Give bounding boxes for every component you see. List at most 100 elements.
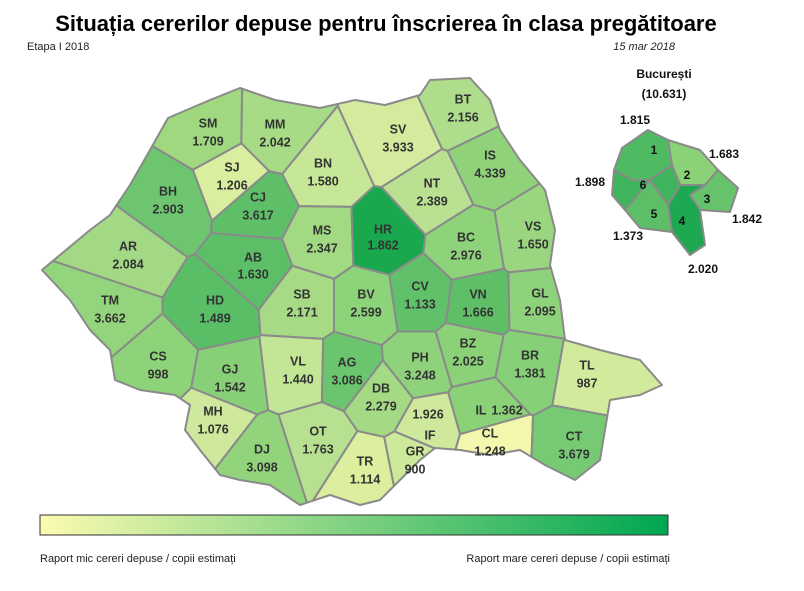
county-code: IL xyxy=(475,403,486,417)
county-code: HR xyxy=(374,222,392,236)
county-code: PH xyxy=(411,350,428,364)
county-value: 3.662 xyxy=(94,311,125,325)
title: Situația cererilor depuse pentru înscrie… xyxy=(55,11,716,36)
county-code: SJ xyxy=(224,160,239,174)
county-value: 3.933 xyxy=(382,140,413,154)
county-value: 1.381 xyxy=(514,366,545,380)
county-code: VL xyxy=(290,354,306,368)
county-value: 900 xyxy=(405,462,426,476)
county-value: 2.599 xyxy=(350,305,381,319)
county-value: 4.339 xyxy=(474,166,505,180)
county-value: 1.206 xyxy=(216,178,247,192)
county-value: 2.389 xyxy=(416,194,447,208)
county-code: TR xyxy=(357,454,374,468)
inset-total: (10.631) xyxy=(642,87,687,101)
county-value: 2.976 xyxy=(450,248,481,262)
county-code: GJ xyxy=(222,362,239,376)
county-value: 1.926 xyxy=(412,407,443,421)
county-code: VS xyxy=(525,219,542,233)
county-code: DB xyxy=(372,381,390,395)
county-code: GR xyxy=(406,444,425,458)
county-code: BN xyxy=(314,156,332,170)
county-code: SV xyxy=(390,122,407,136)
county-value: 1.076 xyxy=(197,422,228,436)
county-code: MM xyxy=(265,117,286,131)
county-area xyxy=(551,337,663,417)
county-area xyxy=(179,386,259,470)
county-code: NT xyxy=(424,176,441,190)
county-code: CJ xyxy=(250,190,266,204)
county-value: 1.489 xyxy=(199,311,230,325)
county-value: 1.862 xyxy=(367,238,398,252)
county-code: SM xyxy=(199,116,218,130)
county-code: OT xyxy=(309,424,327,438)
county-code: IF xyxy=(424,428,435,442)
county-area xyxy=(383,430,436,487)
county-value: 1.248 xyxy=(474,444,505,458)
county-value: 1.580 xyxy=(307,174,338,188)
county-code: BT xyxy=(455,92,472,106)
county-code: GL xyxy=(531,286,549,300)
county-code: DJ xyxy=(254,442,270,456)
legend-high: Raport mare cereri depuse / copii estima… xyxy=(466,553,670,565)
county-code: TM xyxy=(101,293,119,307)
county-value: 998 xyxy=(148,367,169,381)
county-value: 1.650 xyxy=(517,237,548,251)
county-code: CT xyxy=(566,429,583,443)
county-area xyxy=(454,413,535,458)
sector-value: 1.898 xyxy=(575,175,605,189)
county-code: MS xyxy=(313,223,332,237)
sector-area xyxy=(611,164,681,211)
sector-label: 5 xyxy=(651,207,658,221)
county-value: 1.440 xyxy=(282,372,313,386)
county-code: BZ xyxy=(460,336,477,350)
sector-value: 1.683 xyxy=(709,147,739,161)
county-code: SB xyxy=(293,287,310,301)
county-code: CL xyxy=(482,426,499,440)
sector-label: 4 xyxy=(679,214,686,228)
county-map: SM 1.709 MM 2.042 BT 2.156 SV 3.933 SJ 1.206 BN 1.5… xyxy=(41,77,663,506)
date: 15 mar 2018 xyxy=(613,41,676,53)
county-value: 3.617 xyxy=(242,208,273,222)
bucharest-inset: București (10.631) 1 1.815 2 1.683 3 1.842 4 2.… xyxy=(575,67,762,276)
county-area xyxy=(530,404,609,481)
county-value: 1.362 xyxy=(491,403,522,417)
county-code: HD xyxy=(206,293,224,307)
county-value: 1.709 xyxy=(192,134,223,148)
county-value: 1.763 xyxy=(302,442,333,456)
county-code: BV xyxy=(357,287,375,301)
county-code: VN xyxy=(469,287,486,301)
county-value: 2.279 xyxy=(365,399,396,413)
county-code: MH xyxy=(203,404,222,418)
sector-value: 1.815 xyxy=(620,113,650,127)
county-code: IS xyxy=(484,148,496,162)
county-code: AR xyxy=(119,239,137,253)
county-value: 1.542 xyxy=(214,380,245,394)
county-value: 3.679 xyxy=(558,447,589,461)
county-code: CS xyxy=(149,349,166,363)
sector-value: 1.373 xyxy=(613,229,643,243)
county-code: AG xyxy=(338,355,357,369)
sector-label: 2 xyxy=(684,168,691,182)
legend-low: Raport mic cereri depuse / copii estimaț… xyxy=(40,553,236,565)
county-value: 2.095 xyxy=(524,304,555,318)
sector-value: 2.020 xyxy=(688,262,718,276)
sector-label: 6 xyxy=(640,178,647,192)
county-code: CV xyxy=(411,279,429,293)
legend-bar xyxy=(39,514,669,536)
county-value: 2.171 xyxy=(286,305,317,319)
sector-label: 1 xyxy=(651,143,658,157)
county-value: 2.084 xyxy=(112,257,143,271)
sector-value: 1.842 xyxy=(732,212,762,226)
county-value: 2.156 xyxy=(447,110,478,124)
county-value: 1.630 xyxy=(237,267,268,281)
county-value: 2.347 xyxy=(306,241,337,255)
county-value: 3.098 xyxy=(246,460,277,474)
stage: Etapa I 2018 xyxy=(27,41,89,53)
county-value: 1.133 xyxy=(404,297,435,311)
county-value: 2.042 xyxy=(259,135,290,149)
county-code: BC xyxy=(457,230,475,244)
county-value: 2.903 xyxy=(152,202,183,216)
county-value: 2.025 xyxy=(452,354,483,368)
